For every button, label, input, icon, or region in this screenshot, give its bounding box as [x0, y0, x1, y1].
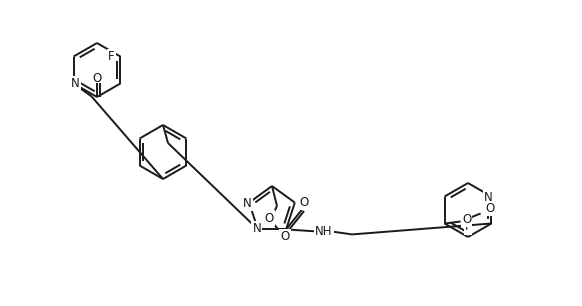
Text: F: F: [108, 50, 115, 63]
Text: O: O: [281, 230, 290, 244]
Text: O: O: [462, 213, 471, 226]
Text: N: N: [71, 77, 80, 90]
Text: N: N: [243, 197, 251, 210]
Text: N: N: [253, 222, 261, 235]
Text: F: F: [464, 221, 471, 233]
Text: O: O: [300, 196, 308, 209]
Text: O: O: [264, 211, 274, 225]
Text: NH: NH: [315, 225, 333, 238]
Text: O: O: [485, 202, 494, 215]
Text: N: N: [484, 191, 493, 204]
Text: O: O: [93, 72, 102, 84]
